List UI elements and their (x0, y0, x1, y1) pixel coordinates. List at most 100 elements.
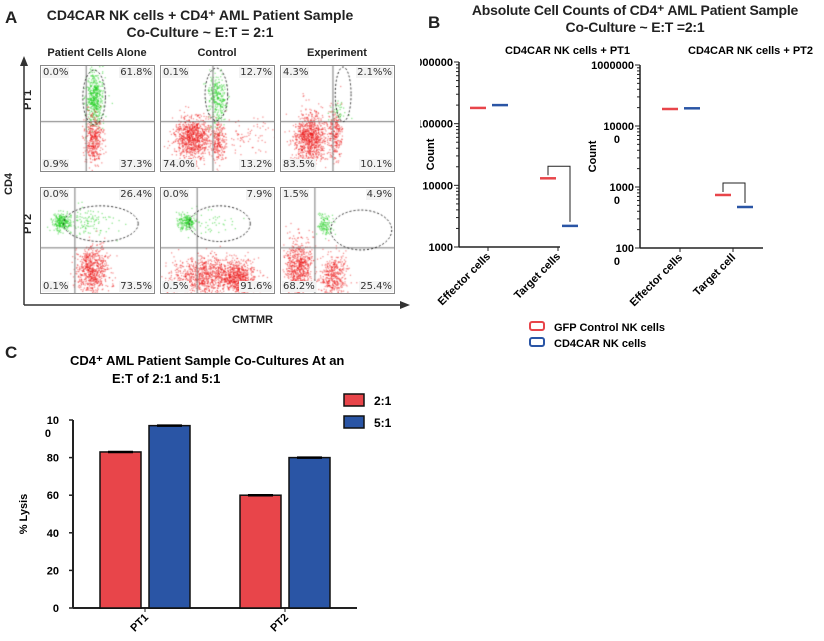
y-tick-label: 80 (47, 453, 59, 465)
quadrant-percent-ur: 4.9% (365, 189, 393, 200)
panel-b-letter: B (428, 13, 441, 32)
significance-bracket (547, 165, 571, 222)
quadrant-percent-ul: 4.3% (282, 67, 310, 78)
flow-plot-pt1-1: 0.0% 61.8% 0.9% 37.3% (40, 65, 155, 172)
quadrant-percent-ul: 0.1% (162, 67, 190, 78)
y-tick-label: 1000000 (420, 57, 453, 69)
flow-plot-pt1-2: 0.1% 12.7% 74.0% 13.2% (160, 65, 275, 172)
quadrant-percent-lr: 91.6% (239, 281, 273, 292)
legend-item: GFP Control NK cells (529, 321, 665, 334)
quadrant-percent-ul: 0.0% (42, 67, 70, 78)
quadrant-percent-lr: 13.2% (239, 159, 273, 170)
quadrant-percent-lr: 25.4% (359, 281, 393, 292)
panel-b-title-line2: Co-Culture ~ E:T =2:1 (565, 19, 705, 35)
chart-title-line1: CD4⁺ AML Patient Sample Co-Cultures At a… (70, 353, 344, 368)
y-axis-label: % Lysis (18, 494, 30, 535)
flow-dot-cloud (161, 66, 274, 171)
cd4-arrowhead-icon (20, 56, 28, 66)
y-tick-label: 60 (47, 490, 59, 502)
flow-dot-cloud (281, 188, 394, 293)
quadrant-percent-ll: 0.9% (42, 159, 70, 170)
quadrant-percent-ll: 83.5% (282, 159, 316, 170)
legend-label: GFP Control NK cells (554, 322, 665, 334)
y-tick-label: 10 0 (45, 415, 59, 440)
column-header-experiment: Experiment (307, 47, 367, 59)
flow-plot-pt2-3: 1.5% 4.9% 68.2% 25.4% (280, 187, 395, 294)
count-chart-1: CD4CAR NK cells + PT1 1000 10000 100000 1000… (420, 45, 630, 308)
flow-dot-cloud (281, 66, 394, 171)
quadrant-percent-ll: 0.1% (42, 281, 70, 292)
legend-swatch (529, 321, 545, 331)
x-tick-label: Target cell (691, 252, 738, 299)
panel-a-title: CD4CAR NK cells + CD4⁺ AML Patient Sampl… (30, 7, 370, 41)
x-tick-label: Target cells (512, 251, 563, 302)
legend-swatch (529, 337, 545, 347)
panel-a-letter: A (5, 8, 18, 27)
cmtmr-arrowhead-icon (400, 301, 410, 309)
y-tick-label: 40 (47, 528, 59, 540)
panel-b-title-line1: Absolute Cell Counts of CD4⁺ AML Patient… (471, 2, 799, 18)
x-tick-label: PT1 (128, 612, 151, 635)
quadrant-percent-ur: 61.8% (119, 67, 153, 78)
legend-item: 2:1 (343, 393, 392, 408)
flow-dot-cloud (161, 188, 274, 293)
bar-2-1-pt1 (99, 451, 142, 609)
y-tick-label: 1000 (429, 242, 453, 254)
column-header-patient-alone: Patient Cells Alone (47, 47, 147, 59)
legend-label: CD4CAR NK cells (554, 338, 646, 350)
quadrant-percent-ll: 74.0% (162, 159, 196, 170)
y-axis-label: Count (587, 140, 599, 172)
panel-a-title-line2: Co-Culture ~ E:T = 2:1 (126, 24, 274, 40)
quadrant-percent-ul: 1.5% (282, 189, 310, 200)
panel-a-title-line1: CD4CAR NK cells + CD4⁺ AML Patient Sampl… (46, 7, 354, 23)
quadrant-percent-ur: 7.9% (245, 189, 273, 200)
flow-plot-pt2-1: 0.0% 26.4% 0.1% 73.5% (40, 187, 155, 294)
x-axis-label-cmtmr: CMTMR (232, 314, 273, 326)
flow-dot-cloud (41, 66, 154, 171)
x-tick-label: Effector cells (628, 252, 685, 309)
x-tick-label: Effector cells (436, 251, 493, 308)
y-tick-label: 1000000 (591, 60, 634, 72)
quadrant-percent-ur: 2.1%% (356, 67, 393, 78)
chart-title: CD4CAR NK cells + PT1 (505, 45, 630, 57)
legend-label: 2:1 (374, 394, 392, 408)
legend-item: CD4CAR NK cells (529, 337, 646, 350)
chart-title-line2: E:T of 2:1 and 5:1 (112, 371, 220, 386)
significance-bracket (722, 182, 746, 204)
flow-plot-pt2-2: 0.0% 7.9% 0.5% 91.6% (160, 187, 275, 294)
panel-c-chart: CD4⁺ AML Patient Sample Co-Cultures At a… (18, 353, 392, 635)
legend-swatch (343, 393, 365, 407)
column-header-control: Control (197, 47, 237, 59)
panel-b-title: Absolute Cell Counts of CD4⁺ AML Patient… (446, 2, 824, 36)
quadrant-percent-ul: 0.0% (162, 189, 190, 200)
panel-c-letter: C (5, 343, 18, 362)
bar-2-1-pt2 (239, 494, 282, 609)
y-tick-label: 0 (53, 603, 59, 615)
quadrant-percent-ll: 68.2% (282, 281, 316, 292)
flow-plot-pt1-3: 4.3% 2.1%% 83.5% 10.1% (280, 65, 395, 172)
panel-b-charts: CD4CAR NK cells + PT1 1000 10000 100000 1000… (420, 45, 813, 350)
quadrant-percent-lr: 37.3% (119, 159, 153, 170)
legend-swatch (343, 415, 365, 429)
bar-5-1-pt1 (148, 424, 191, 609)
x-tick-label: PT2 (268, 612, 291, 635)
flow-dot-cloud (41, 188, 154, 293)
quadrant-percent-lr: 10.1% (359, 159, 393, 170)
y-tick-label: 100000 (420, 119, 453, 131)
quadrant-percent-ur: 12.7% (239, 67, 273, 78)
quadrant-percent-ul: 0.0% (42, 189, 70, 200)
panel-a-axes (20, 56, 410, 309)
legend-label: 5:1 (374, 416, 392, 430)
y-tick-label: 20 (47, 565, 59, 577)
quadrant-percent-ur: 26.4% (119, 189, 153, 200)
quadrant-percent-lr: 73.5% (119, 281, 153, 292)
count-chart-2: CD4CAR NK cells + PT2 100 0 1000 0 10000 0 1000… (587, 45, 813, 309)
bar-5-1-pt2 (288, 456, 331, 609)
chart-title: CD4CAR NK cells + PT2 (688, 45, 813, 57)
quadrant-percent-ll: 0.5% (162, 281, 190, 292)
y-axis-label: Count (425, 138, 437, 170)
y-tick-label: 10000 (422, 180, 453, 192)
